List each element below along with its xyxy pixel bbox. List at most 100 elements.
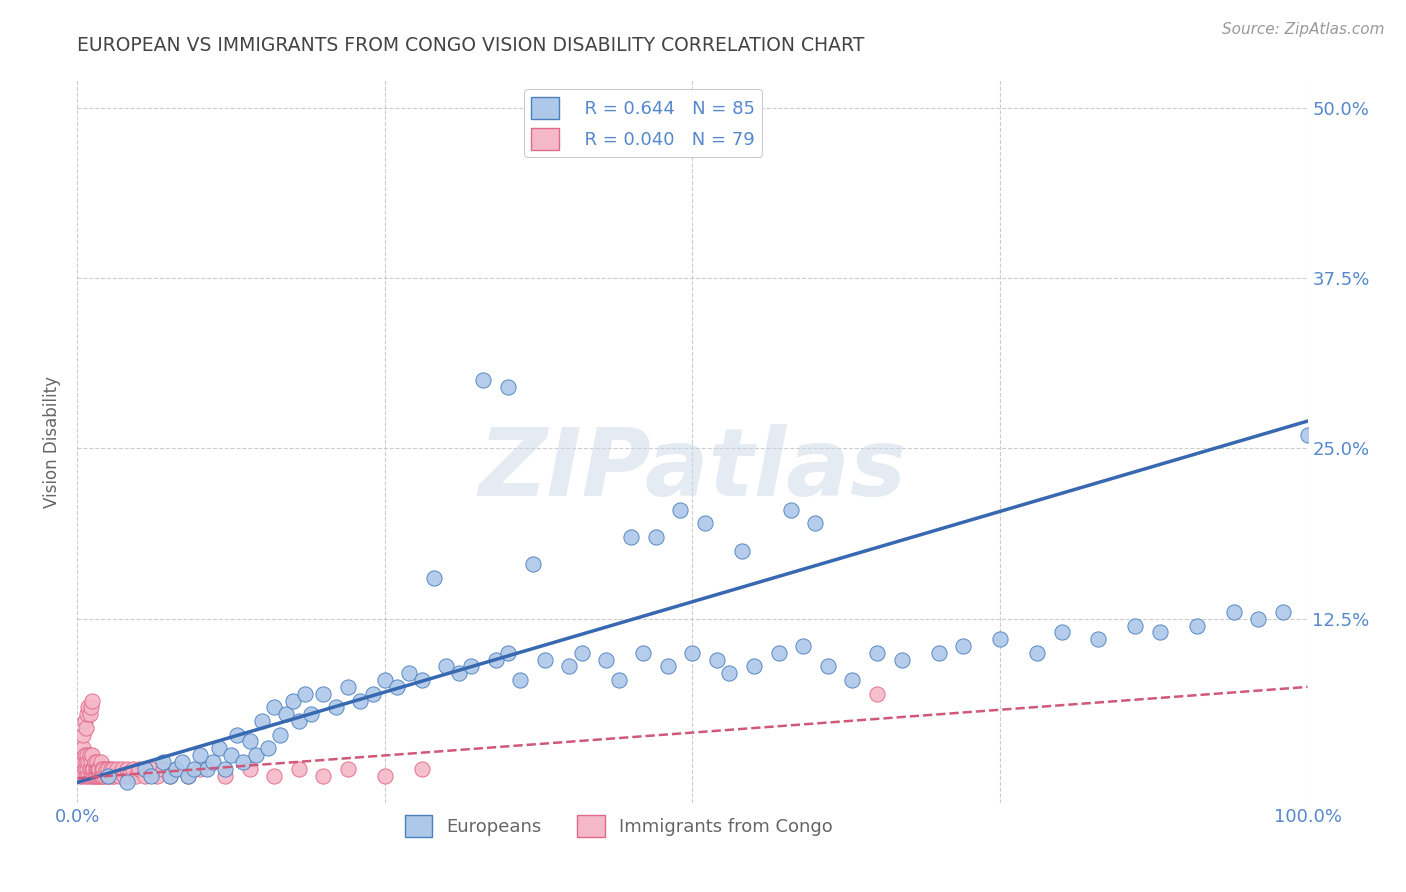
Point: [146, 768, 169, 782]
Point: [460, 659, 482, 673]
Point: [87, 768, 110, 782]
Point: [928, 646, 950, 660]
Point: [134, 762, 156, 776]
Point: [72, 741, 94, 756]
Point: [77, 768, 100, 782]
Point: [177, 768, 200, 782]
Point: [82, 748, 104, 763]
Point: [411, 762, 433, 776]
Point: [239, 734, 262, 748]
Point: [232, 755, 254, 769]
Point: [374, 768, 396, 782]
Point: [195, 762, 218, 776]
Point: [742, 659, 765, 673]
Point: [80, 700, 103, 714]
Point: [325, 700, 347, 714]
Point: [669, 502, 692, 516]
Point: [90, 762, 114, 776]
Point: [83, 755, 105, 769]
Point: [436, 659, 458, 673]
Point: [73, 714, 96, 728]
Point: [472, 373, 495, 387]
Point: [79, 707, 101, 722]
Point: [1087, 632, 1109, 647]
Point: [780, 502, 803, 516]
Point: [312, 768, 335, 782]
Point: [152, 755, 174, 769]
Point: [70, 762, 93, 776]
Point: [398, 666, 420, 681]
Point: [263, 700, 285, 714]
Point: [988, 632, 1011, 647]
Point: [411, 673, 433, 687]
Point: [69, 768, 91, 782]
Point: [79, 762, 101, 776]
Point: [269, 728, 291, 742]
Point: [1272, 605, 1295, 619]
Point: [693, 516, 716, 531]
Point: [299, 707, 322, 722]
Point: [100, 762, 122, 776]
Point: [75, 755, 97, 769]
Point: [165, 762, 187, 776]
Point: [94, 762, 117, 776]
Point: [76, 762, 98, 776]
Point: [633, 646, 655, 660]
Point: [374, 673, 396, 687]
Point: [644, 530, 666, 544]
Point: [183, 762, 205, 776]
Point: [79, 748, 101, 763]
Point: [115, 762, 138, 776]
Point: [706, 653, 728, 667]
Point: [72, 755, 94, 769]
Point: [1185, 618, 1208, 632]
Point: [121, 762, 143, 776]
Point: [165, 762, 187, 776]
Point: [108, 768, 131, 782]
Point: [73, 748, 96, 763]
Point: [841, 673, 863, 687]
Point: [112, 768, 135, 782]
Point: [91, 762, 114, 776]
Point: [75, 768, 97, 782]
Point: [76, 707, 98, 722]
Point: [72, 728, 94, 742]
Point: [522, 558, 544, 572]
Point: [101, 768, 124, 782]
Point: [534, 653, 557, 667]
Point: [558, 659, 581, 673]
Point: [385, 680, 409, 694]
Point: [496, 380, 519, 394]
Point: [866, 646, 889, 660]
Point: [84, 762, 107, 776]
Point: [86, 755, 108, 769]
Point: [804, 516, 827, 531]
Point: [288, 714, 311, 728]
Point: [97, 768, 120, 782]
Point: [657, 659, 679, 673]
Point: [620, 530, 643, 544]
Point: [1296, 427, 1319, 442]
Point: [159, 768, 181, 782]
Point: [82, 762, 104, 776]
Point: [571, 646, 593, 660]
Point: [89, 768, 111, 782]
Point: [607, 673, 630, 687]
Point: [76, 748, 98, 763]
Point: [1223, 605, 1246, 619]
Point: [188, 748, 212, 763]
Point: [496, 646, 519, 660]
Text: Source: ZipAtlas.com: Source: ZipAtlas.com: [1222, 22, 1385, 37]
Point: [201, 755, 224, 769]
Point: [792, 639, 814, 653]
Point: [1026, 646, 1049, 660]
Point: [245, 748, 267, 763]
Point: [177, 768, 200, 782]
Point: [423, 571, 446, 585]
Point: [890, 653, 912, 667]
Point: [239, 762, 262, 776]
Point: [84, 768, 107, 782]
Point: [83, 768, 105, 782]
Point: [80, 755, 103, 769]
Point: [731, 543, 754, 558]
